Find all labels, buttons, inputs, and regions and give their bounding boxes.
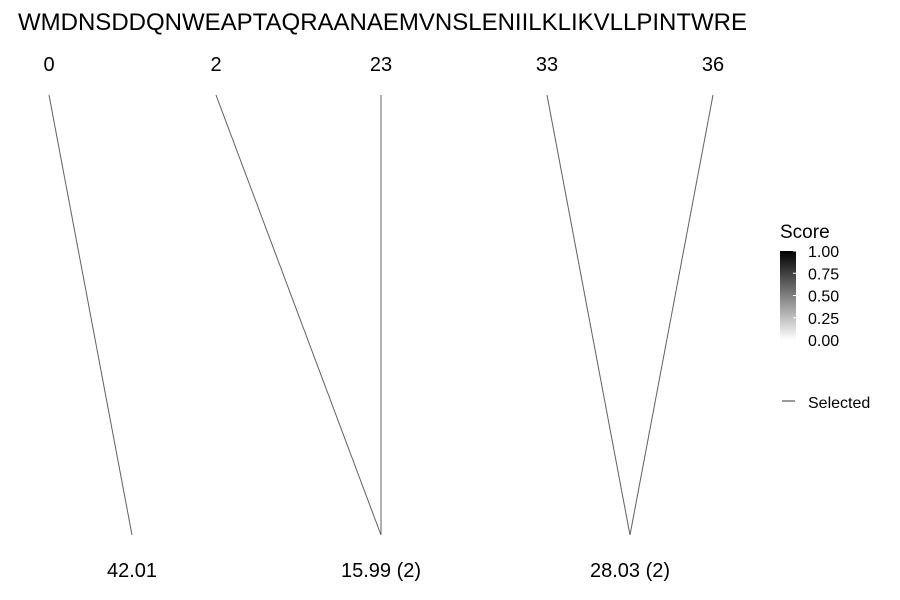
link-4	[546, 94, 631, 536]
links	[48, 94, 714, 536]
legend-colorbar	[780, 251, 796, 340]
legend-tick-0.75: 0.75	[808, 266, 839, 283]
bottom-labels: 42.01 15.99 (2) 28.03 (2)	[107, 560, 670, 582]
link-1	[48, 94, 133, 536]
legend-ticks: 1.00 0.75 0.50 0.25 0.00	[793, 244, 839, 350]
bottom-label-2: 15.99 (2)	[341, 560, 421, 582]
legend-title: Score	[780, 222, 830, 243]
legend: Score 1.00 0.75 0.50 0.25 0.00 Selected	[780, 222, 870, 412]
top-label-0: 0	[43, 54, 54, 76]
bottom-label-3: 28.03 (2)	[590, 560, 670, 582]
top-label-2: 2	[210, 54, 221, 76]
sequence-title: WMDNSDDQNWEAPTAQRAANAEMVNSLENIILKLIKVLLP…	[18, 9, 747, 36]
top-label-23: 23	[370, 54, 392, 76]
legend-tick-0.50: 0.50	[808, 289, 839, 306]
legend-tick-1.00: 1.00	[808, 244, 839, 261]
bottom-label-1: 42.01	[107, 560, 157, 582]
top-tick-labels: 0 2 23 33 36	[43, 54, 724, 76]
top-label-33: 33	[536, 54, 558, 76]
legend-line-label: Selected	[808, 395, 870, 412]
link-2	[215, 94, 382, 536]
link-5	[629, 94, 714, 536]
top-label-36: 36	[702, 54, 724, 76]
legend-tick-0.25: 0.25	[808, 311, 839, 328]
legend-tick-0.00: 0.00	[808, 333, 839, 350]
